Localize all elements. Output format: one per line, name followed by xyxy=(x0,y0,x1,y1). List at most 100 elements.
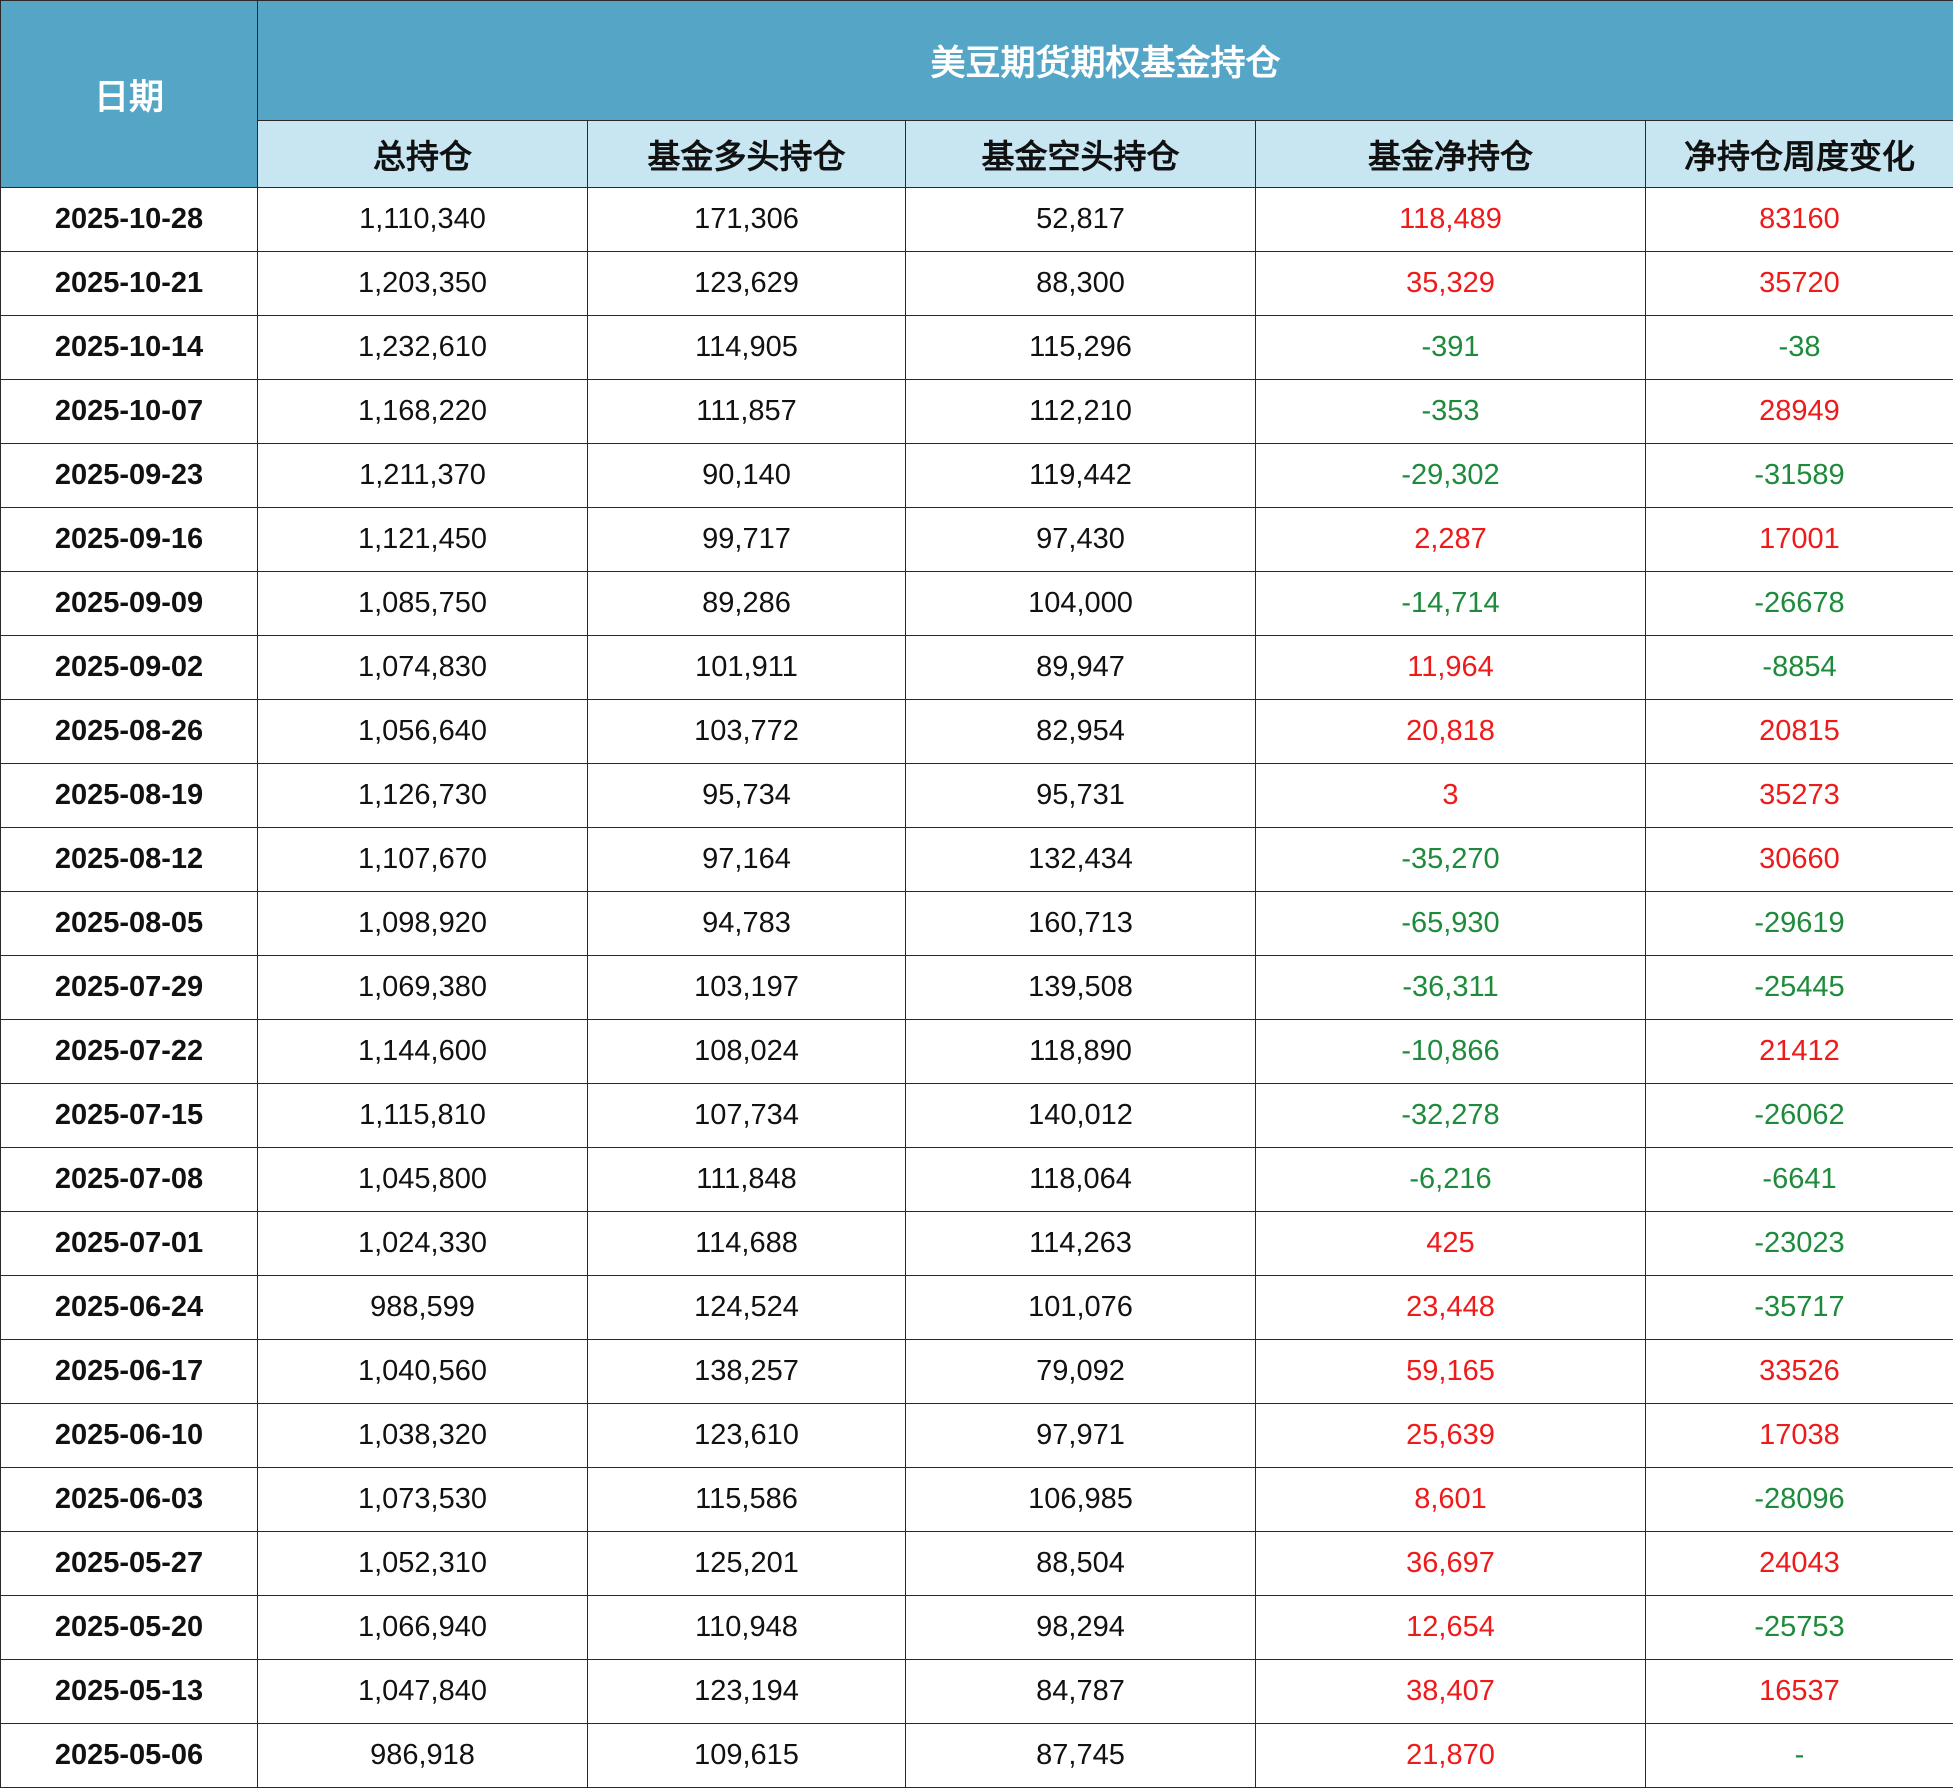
net-weekly-change-cell: 21412 xyxy=(1646,1020,1953,1084)
net-weekly-change-cell: 33526 xyxy=(1646,1340,1953,1404)
fund-long-cell: 111,857 xyxy=(588,380,906,444)
net-weekly-change-cell: -29619 xyxy=(1646,892,1953,956)
fund-long-cell: 114,688 xyxy=(588,1212,906,1276)
date-cell: 2025-08-19 xyxy=(1,764,258,828)
date-cell: 2025-10-14 xyxy=(1,316,258,380)
net-weekly-change-header: 净持仓周度变化 xyxy=(1646,121,1953,188)
fund-long-cell: 115,586 xyxy=(588,1468,906,1532)
total-position-cell: 1,056,640 xyxy=(258,700,588,764)
fund-long-cell: 95,734 xyxy=(588,764,906,828)
net-weekly-change-cell: -35717 xyxy=(1646,1276,1953,1340)
total-position-cell: 1,074,830 xyxy=(258,636,588,700)
fund-long-cell: 89,286 xyxy=(588,572,906,636)
date-cell: 2025-06-17 xyxy=(1,1340,258,1404)
net-weekly-change-cell: -8854 xyxy=(1646,636,1953,700)
fund-long-cell: 94,783 xyxy=(588,892,906,956)
date-cell: 2025-08-05 xyxy=(1,892,258,956)
total-position-cell: 1,066,940 xyxy=(258,1596,588,1660)
fund-short-cell: 87,745 xyxy=(906,1724,1256,1788)
fund-long-cell: 107,734 xyxy=(588,1084,906,1148)
fund-short-cell: 97,430 xyxy=(906,508,1256,572)
fund-net-cell: -35,270 xyxy=(1256,828,1646,892)
fund-net-cell: 36,697 xyxy=(1256,1532,1646,1596)
net-weekly-change-cell: -26062 xyxy=(1646,1084,1953,1148)
total-position-cell: 1,024,330 xyxy=(258,1212,588,1276)
total-position-cell: 988,599 xyxy=(258,1276,588,1340)
fund-long-cell: 97,164 xyxy=(588,828,906,892)
total-position-cell: 1,211,370 xyxy=(258,444,588,508)
date-cell: 2025-05-13 xyxy=(1,1660,258,1724)
date-cell: 2025-08-12 xyxy=(1,828,258,892)
net-weekly-change-cell: -28096 xyxy=(1646,1468,1953,1532)
total-position-cell: 1,115,810 xyxy=(258,1084,588,1148)
total-position-cell: 1,126,730 xyxy=(258,764,588,828)
fund-net-cell: -6,216 xyxy=(1256,1148,1646,1212)
date-cell: 2025-05-27 xyxy=(1,1532,258,1596)
fund-short-cell: 82,954 xyxy=(906,700,1256,764)
fund-short-cell: 95,731 xyxy=(906,764,1256,828)
fund-long-cell: 171,306 xyxy=(588,188,906,252)
fund-net-cell: -353 xyxy=(1256,380,1646,444)
date-cell: 2025-07-01 xyxy=(1,1212,258,1276)
fund-net-cell: 12,654 xyxy=(1256,1596,1646,1660)
total-position-cell: 1,085,750 xyxy=(258,572,588,636)
total-position-cell: 1,098,920 xyxy=(258,892,588,956)
fund-long-cell: 123,194 xyxy=(588,1660,906,1724)
date-cell: 2025-10-07 xyxy=(1,380,258,444)
fund-short-cell: 88,300 xyxy=(906,252,1256,316)
fund-net-cell: 2,287 xyxy=(1256,508,1646,572)
date-cell: 2025-07-22 xyxy=(1,1020,258,1084)
net-weekly-change-cell: 83160 xyxy=(1646,188,1953,252)
fund-short-cell: 104,000 xyxy=(906,572,1256,636)
date-cell: 2025-10-28 xyxy=(1,188,258,252)
net-weekly-change-cell: -38 xyxy=(1646,316,1953,380)
total-position-cell: 986,918 xyxy=(258,1724,588,1788)
fund-net-cell: 118,489 xyxy=(1256,188,1646,252)
table-group-title: 美豆期货期权基金持仓 xyxy=(258,1,1953,121)
fund-long-cell: 123,629 xyxy=(588,252,906,316)
total-position-cell: 1,110,340 xyxy=(258,188,588,252)
total-position-cell: 1,038,320 xyxy=(258,1404,588,1468)
fund-long-cell: 103,197 xyxy=(588,956,906,1020)
date-cell: 2025-09-23 xyxy=(1,444,258,508)
total-position-cell: 1,203,350 xyxy=(258,252,588,316)
fund-net-cell: 425 xyxy=(1256,1212,1646,1276)
total-position-cell: 1,121,450 xyxy=(258,508,588,572)
fund-long-cell: 123,610 xyxy=(588,1404,906,1468)
net-weekly-change-cell: -26678 xyxy=(1646,572,1953,636)
net-weekly-change-cell: -23023 xyxy=(1646,1212,1953,1276)
fund-net-header: 基金净持仓 xyxy=(1256,121,1646,188)
total-position-cell: 1,040,560 xyxy=(258,1340,588,1404)
fund-long-cell: 108,024 xyxy=(588,1020,906,1084)
fund-net-cell: 25,639 xyxy=(1256,1404,1646,1468)
net-weekly-change-cell: 35720 xyxy=(1646,252,1953,316)
fund-net-cell: -391 xyxy=(1256,316,1646,380)
fund-short-cell: 118,064 xyxy=(906,1148,1256,1212)
fund-short-cell: 98,294 xyxy=(906,1596,1256,1660)
fund-short-cell: 79,092 xyxy=(906,1340,1256,1404)
fund-net-cell: 8,601 xyxy=(1256,1468,1646,1532)
net-weekly-change-cell: 30660 xyxy=(1646,828,1953,892)
fund-short-cell: 114,263 xyxy=(906,1212,1256,1276)
total-position-cell: 1,045,800 xyxy=(258,1148,588,1212)
fund-net-cell: 38,407 xyxy=(1256,1660,1646,1724)
total-position-cell: 1,144,600 xyxy=(258,1020,588,1084)
